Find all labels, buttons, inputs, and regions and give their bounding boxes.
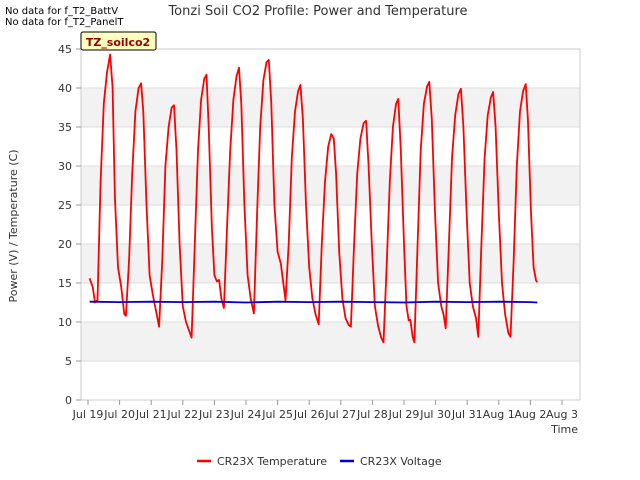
x-tick-label: Jul 28: [356, 408, 388, 421]
background-band: [81, 88, 580, 127]
series-line-cr23x-temperature: [88, 53, 539, 344]
x-tick-label: Aug 1: [483, 408, 515, 421]
legend: CR23X Temperature CR23X Voltage: [197, 455, 442, 468]
y-tick-label: 0: [65, 394, 72, 407]
y-tick-label: 25: [58, 199, 72, 212]
x-axis-label: Time: [550, 423, 578, 436]
x-tick-label: Jul 25: [261, 408, 293, 421]
plot-frame: [80, 48, 581, 401]
y-tick-label: 10: [58, 316, 72, 329]
legend-label: CR23X Temperature: [217, 455, 327, 468]
x-tick-label: Jul 19: [72, 408, 104, 421]
tag-box-background: [80, 31, 157, 51]
y-tick-label: 40: [58, 82, 72, 95]
x-tick-label: Jul 27: [324, 408, 356, 421]
y-tick-label: 35: [58, 121, 72, 134]
x-tick-label: Jul 20: [103, 408, 135, 421]
x-tick-label: Jul 26: [293, 408, 325, 421]
no-data-note-panelt: No data for f_T2_PanelT: [5, 17, 124, 28]
x-tick-label: Jul 22: [166, 408, 198, 421]
y-axis-label: Power (V) / Temperature (C): [7, 149, 20, 302]
y-tick-label: 15: [58, 277, 72, 290]
background-band: [81, 322, 580, 361]
background-band: [81, 166, 580, 205]
legend-label: CR23X Voltage: [360, 455, 442, 468]
series-line-cr23x-voltage: [89, 300, 538, 304]
x-tick-label: Aug 2: [514, 408, 546, 421]
x-tick-label: Jul 30: [419, 408, 451, 421]
x-tick-label: Aug 3: [546, 408, 578, 421]
x-tick-label: Jul 31: [451, 408, 483, 421]
tag-label: TZ_soilco2: [86, 36, 150, 49]
chart-title: Tonzi Soil CO2 Profile: Power and Temper…: [167, 4, 467, 19]
x-tick-label: Jul 21: [135, 408, 167, 421]
x-axis-ticks: Jul 19 Jul 20 Jul 21 Jul 22 Jul 23 Jul 24 Jul …: [72, 400, 578, 421]
y-tick-label: 5: [65, 355, 72, 368]
series-lines: [88, 53, 539, 344]
tag-box: TZ_soilco2: [80, 31, 157, 51]
y-tick-label: 30: [58, 160, 72, 173]
no-data-note-battv: No data for f_T2_BattV: [5, 6, 119, 17]
x-tick-label: Jul 23: [198, 408, 230, 421]
y-tick-label: 45: [58, 43, 72, 56]
background-bands: [81, 88, 580, 361]
background-band: [81, 244, 580, 283]
x-tick-label: Jul 29: [388, 408, 420, 421]
y-tick-label: 20: [58, 238, 72, 251]
x-tick-label: Jul 24: [230, 408, 262, 421]
y-axis-ticks: 0 5 10 15 20 25 30 35 40 45: [58, 43, 81, 407]
